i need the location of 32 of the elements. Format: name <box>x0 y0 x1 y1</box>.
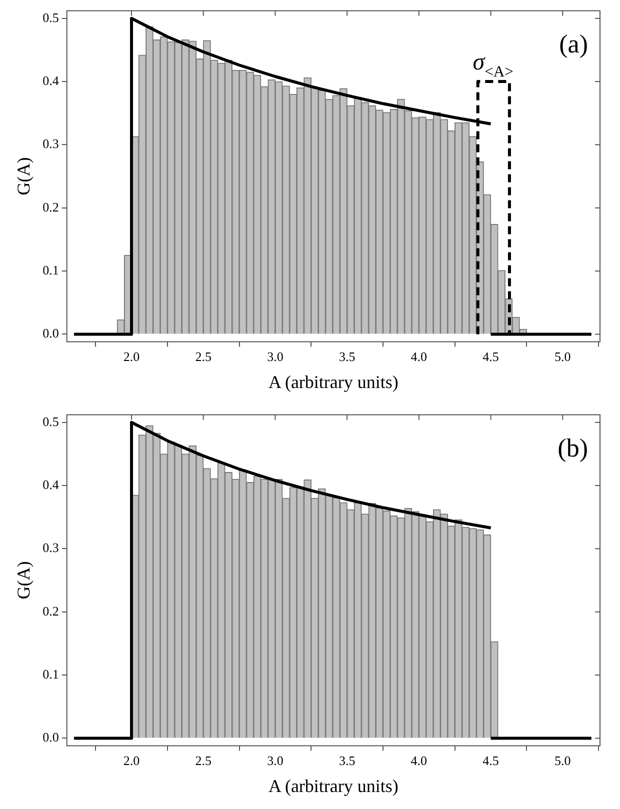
x-tick-label: 2.5 <box>195 753 212 768</box>
x-tick-label: 4.5 <box>482 753 499 768</box>
annotation: (b) <box>558 434 588 463</box>
x-tick-label: 4.0 <box>410 349 428 364</box>
y-tick-label: 0.2 <box>42 199 59 214</box>
x-tick-label: 4.0 <box>410 753 428 768</box>
y-axis-title: G(A) <box>14 561 34 600</box>
y-tick-label: 0.1 <box>42 666 59 682</box>
y-axis-title: G(A) <box>14 157 34 196</box>
x-tick-label: 2.0 <box>123 349 140 364</box>
y-tick-label: 0.1 <box>42 262 59 278</box>
y-tick-label: 0.5 <box>42 10 59 25</box>
x-axis-title: A (arbitrary units) <box>268 372 398 392</box>
y-tick-label: 0.4 <box>42 72 60 88</box>
annotation: (a) <box>559 30 588 59</box>
y-tick-label: 0.3 <box>42 136 59 152</box>
x-tick-label: 2.5 <box>195 349 212 364</box>
y-tick-label: 0.3 <box>42 540 59 556</box>
x-tick-label: 3.5 <box>338 753 356 768</box>
y-tick-label: 0.0 <box>42 326 59 341</box>
x-tick-label: 2.0 <box>123 753 140 768</box>
y-tick-label: 0.4 <box>42 476 60 492</box>
x-tick-label: 5.0 <box>554 349 571 364</box>
x-tick-label: 3.0 <box>267 753 284 768</box>
x-tick-label: 5.0 <box>554 753 571 768</box>
y-tick-label: 0.5 <box>42 414 59 429</box>
x-tick-label: 4.5 <box>482 349 499 364</box>
x-tick-label: 3.5 <box>338 349 356 364</box>
y-tick-label: 0.2 <box>42 603 59 618</box>
y-tick-label: 0.0 <box>42 730 59 745</box>
x-axis-title: A (arbitrary units) <box>268 776 398 796</box>
x-tick-label: 3.0 <box>267 349 284 364</box>
